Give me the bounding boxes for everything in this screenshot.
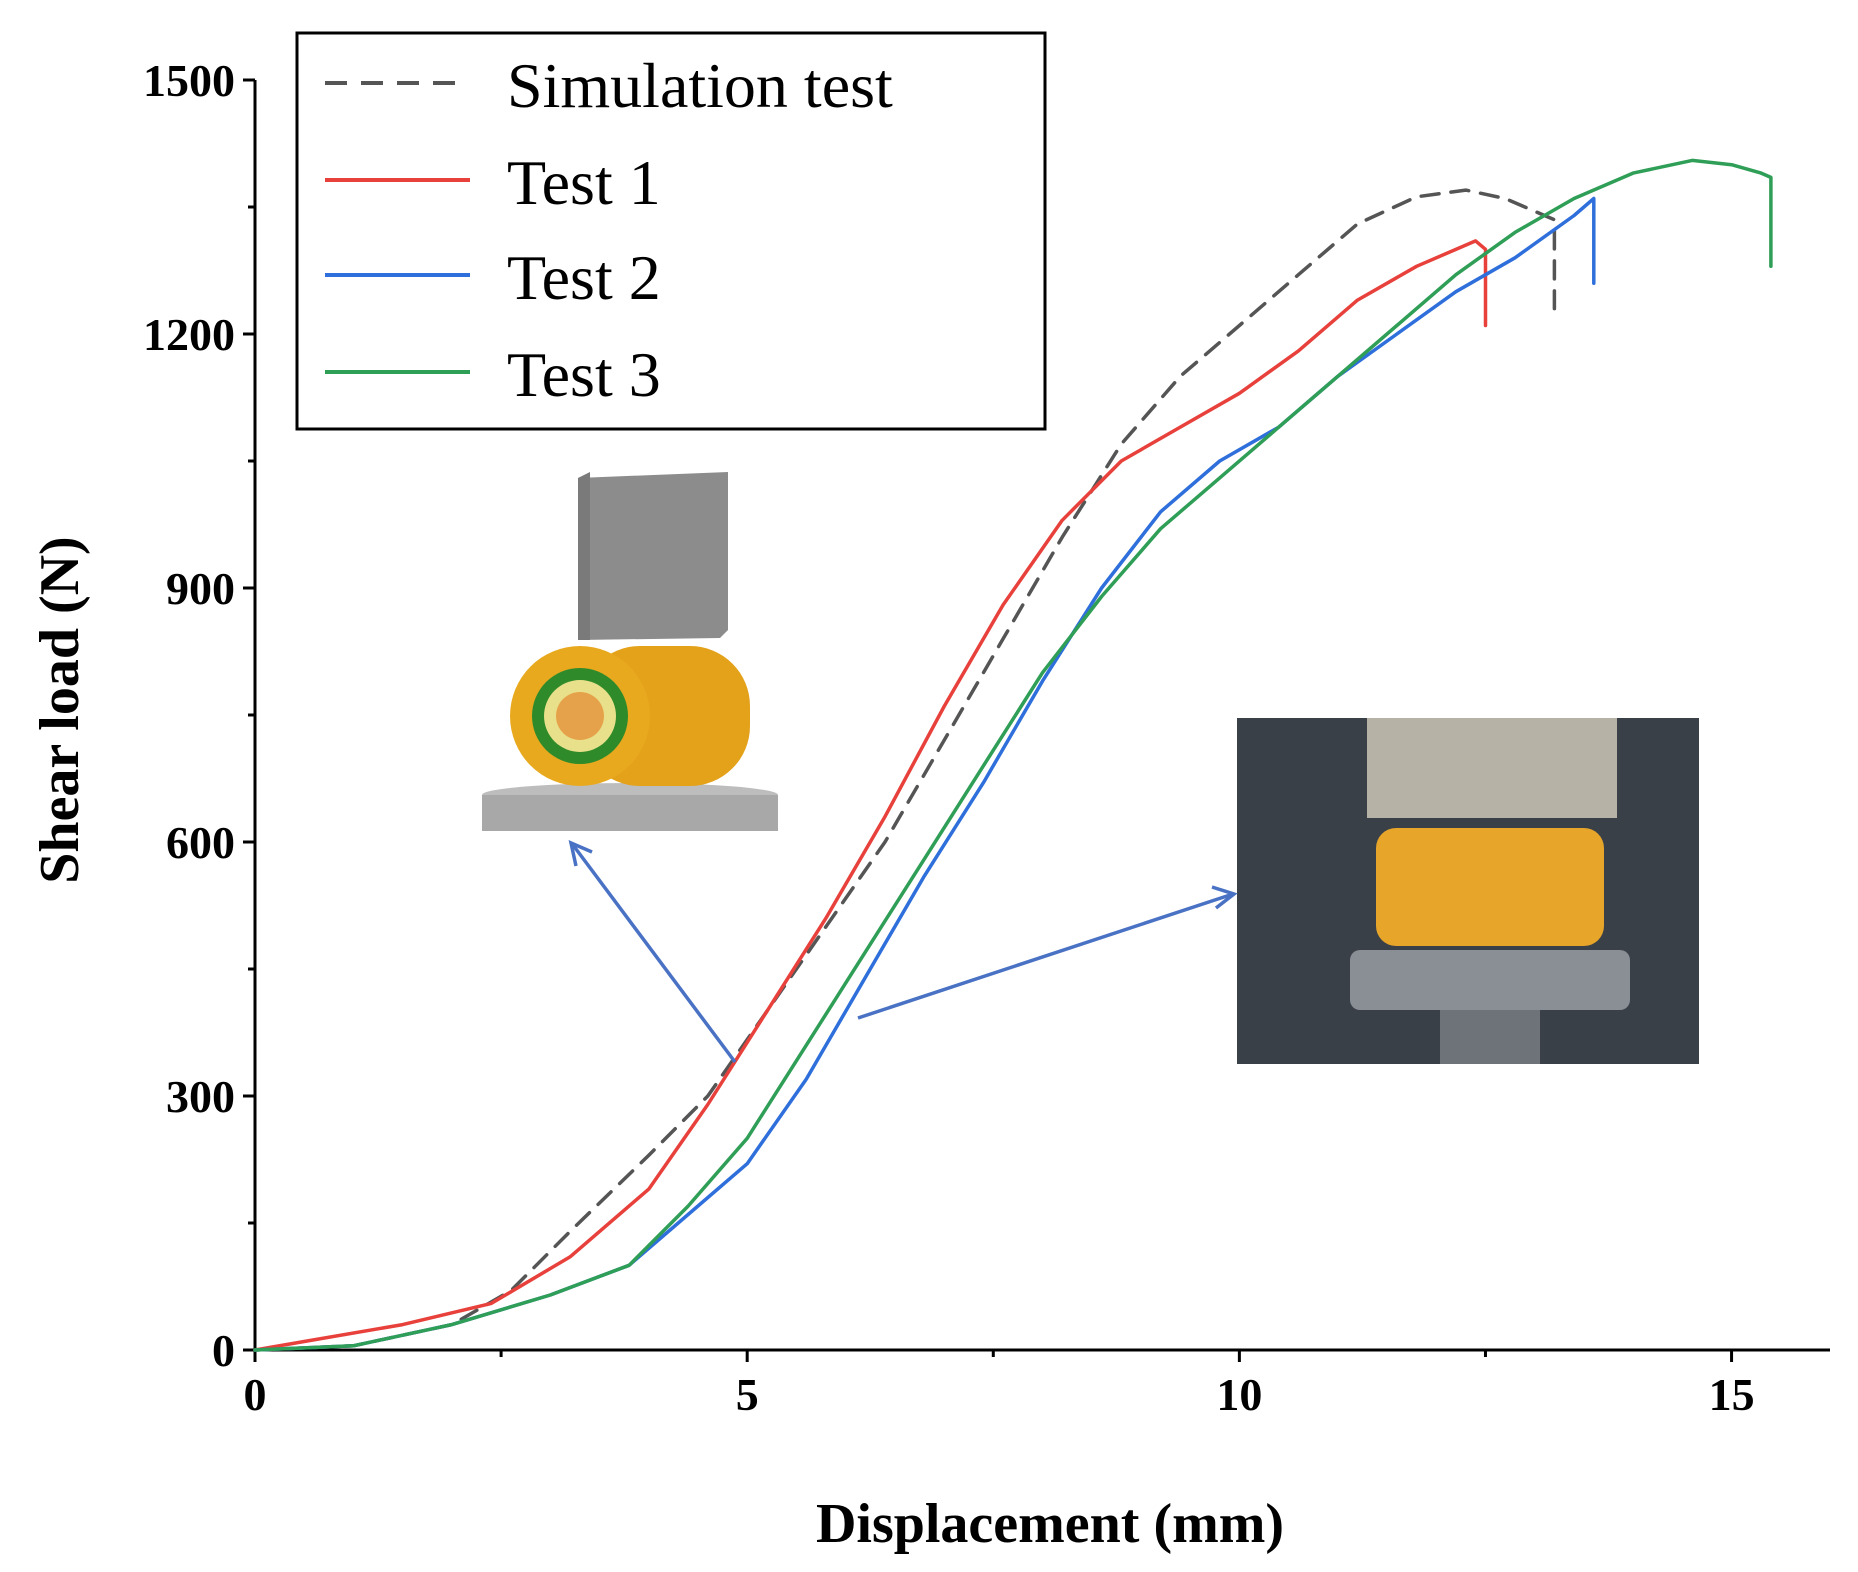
legend-label-test1: Test 1 — [507, 147, 661, 218]
y-tick-label: 1200 — [143, 309, 235, 360]
series-line-simulation-test — [253, 188, 1557, 1352]
x-tick-label: 10 — [1216, 1369, 1262, 1420]
y-tick-label: 900 — [166, 563, 235, 614]
arrow-to-photo-icon — [857, 892, 1234, 1020]
x-tick-label: 15 — [1709, 1369, 1755, 1420]
legend-label-test3: Test 3 — [507, 339, 661, 410]
x-axis-title: Displacement (mm) — [816, 1493, 1284, 1555]
legend-item-test2: Test 2 — [325, 242, 661, 313]
x-tick-label: 0 — [244, 1369, 267, 1420]
legend-item-test3: Test 3 — [325, 339, 661, 410]
y-tick-label: 1500 — [143, 55, 235, 106]
plot-area: 0 5 10 15 0 300 600 900 1200 1500 — [143, 55, 1830, 1420]
blade-icon — [578, 472, 728, 640]
series-line-test-1 — [253, 239, 1488, 1352]
blade-photo-icon — [1367, 718, 1617, 818]
legend-label-simulation: Simulation test — [507, 50, 893, 121]
y-axis-title: Shear load (N) — [29, 536, 91, 883]
legend-item-test1: Test 1 — [325, 147, 661, 218]
x-tick-label: 5 — [736, 1369, 759, 1420]
physical-test-photo — [1237, 718, 1699, 1064]
corn-ear-photo-icon — [1376, 828, 1604, 946]
y-tick-label: 300 — [166, 1071, 235, 1122]
y-tick-label: 600 — [166, 817, 235, 868]
legend: Simulation test Test 1 Test 2 Test 3 — [295, 31, 1047, 431]
base-fixture-photo-icon — [1350, 950, 1630, 1010]
y-tick-label: 0 — [212, 1325, 235, 1376]
annotation-arrows — [568, 840, 1238, 1064]
legend-item-simulation: Simulation test — [325, 50, 893, 121]
simulation-model-inset — [482, 472, 778, 831]
series-line-test-3 — [253, 158, 1773, 1352]
legend-label-test2: Test 2 — [507, 242, 661, 313]
arrow-to-simulation-icon — [571, 843, 737, 1064]
